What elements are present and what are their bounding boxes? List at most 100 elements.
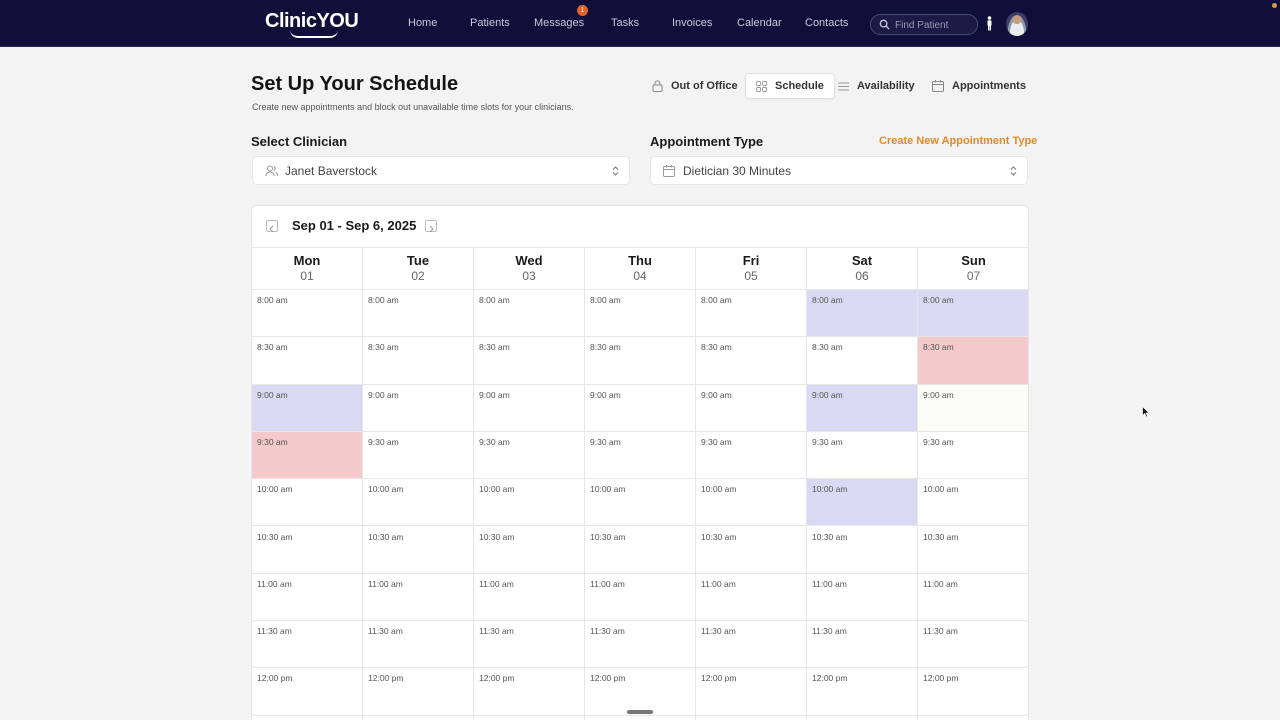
time-slot[interactable]: 8:00 am [474,290,585,338]
prev-week-button[interactable] [266,220,278,233]
nav-contacts[interactable]: Contacts [805,17,849,29]
time-slot[interactable]: 9:00 am [696,384,807,432]
user-avatar[interactable] [1006,12,1028,36]
time-slot[interactable]: 11:30 am [918,621,1028,669]
time-slot[interactable]: 12:00 pm [918,668,1028,716]
nav-home[interactable]: Home [408,17,438,29]
time-slot[interactable]: 8:30 am [474,337,585,385]
time-slot[interactable] [585,715,696,720]
time-slot[interactable]: 8:30 am [252,337,363,385]
tab-out-of-office[interactable]: Out of Office [652,73,738,99]
appointment-type-select[interactable]: Dietician 30 Minutes [650,156,1028,185]
time-slot[interactable]: 10:30 am [363,526,474,574]
time-slot[interactable]: 10:30 am [918,527,1028,574]
time-slot[interactable]: 12:00 pm [252,668,363,716]
time-slot[interactable]: 11:00 am [252,573,363,622]
nav-messages[interactable]: Messages [534,17,585,29]
time-slot[interactable] [807,715,918,720]
time-slot[interactable]: 9:00 am [474,384,585,432]
time-slot[interactable]: 12:00 pm [474,668,585,716]
nav-invoices[interactable]: Invoices [672,17,713,29]
person-icon[interactable] [985,16,994,31]
time-slot[interactable]: 10:00 am [252,479,363,527]
time-slot[interactable]: 9:30 am [585,431,696,480]
time-slot[interactable]: 10:00 am [807,479,918,527]
time-slot[interactable]: 12:00 pm [807,668,918,716]
tab-availability[interactable]: Availability [838,73,915,99]
time-slot[interactable]: 12:00 pm [696,668,807,716]
time-slot[interactable]: 10:30 am [474,526,585,574]
time-slot[interactable]: 10:30 am [585,526,696,574]
time-slot[interactable]: 11:30 am [363,621,474,669]
nav-calendar[interactable]: Calendar [737,17,782,29]
time-slot[interactable]: 9:30 am [363,431,474,480]
time-slot[interactable]: 11:00 am [474,573,585,622]
clinicyou-logo[interactable]: ClinicYOU [265,10,359,32]
time-slot[interactable]: 8:30 am [807,337,918,385]
create-appointment-type-link[interactable]: Create New Appointment Type [879,135,1038,147]
time-slot[interactable]: 9:30 am [807,431,918,480]
time-slot[interactable] [252,715,363,720]
time-slot[interactable]: 9:00 am [585,384,696,432]
time-slot[interactable]: 9:00 am [252,384,363,432]
time-slot[interactable]: 9:00 am [363,384,474,432]
time-slot[interactable]: 10:00 am [696,479,807,527]
time-slot[interactable]: 10:00 am [474,479,585,527]
time-slot[interactable]: 10:00 am [918,479,1028,527]
time-slot[interactable]: 11:00 am [918,574,1028,622]
time-slot[interactable]: 12:00 pm [585,668,696,716]
time-slot[interactable]: 8:00 am [696,290,807,338]
time-slot[interactable]: 11:00 am [363,573,474,622]
time-slot[interactable]: 11:00 am [807,573,918,622]
time-slot[interactable]: 11:30 am [252,621,363,669]
time-slot[interactable]: 10:00 am [585,479,696,527]
time-slot[interactable]: 8:00 am [585,290,696,338]
time-slot[interactable]: 9:30 am [474,431,585,480]
time-slot-label: 8:00 am [257,295,288,305]
time-slot[interactable]: 9:30 am [696,431,807,480]
time-slot[interactable]: 8:30 am [363,337,474,385]
find-patient-input[interactable] [895,17,973,33]
time-slot[interactable] [918,716,1028,720]
time-slot[interactable]: 10:30 am [807,526,918,574]
time-slot[interactable]: 10:30 am [252,526,363,574]
tab-appointments[interactable]: Appointments [932,73,1026,99]
horizontal-scrollbar-thumb[interactable] [627,710,653,714]
next-week-button[interactable] [425,220,437,233]
time-slot[interactable]: 8:30 am [696,337,807,385]
time-slot[interactable] [363,715,474,720]
nav-patients[interactable]: Patients [470,17,510,29]
clinician-select[interactable]: Janet Baverstock [252,156,630,185]
time-slot[interactable]: 8:00 am [807,290,918,338]
time-slot[interactable]: 9:00 am [918,384,1028,432]
day-name: Sun [961,253,986,268]
time-slot[interactable]: 11:00 am [585,573,696,622]
time-slot-label: 9:00 am [701,389,732,400]
time-slot[interactable]: 9:00 am [807,384,918,432]
time-slot[interactable]: 8:30 am [585,337,696,385]
time-slot[interactable]: 9:30 am [252,431,363,480]
nav-tasks[interactable]: Tasks [611,17,640,29]
time-slot[interactable]: 10:00 am [363,479,474,527]
time-slot[interactable]: 10:30 am [696,526,807,574]
time-slot[interactable]: 9:30 am [918,432,1028,480]
page-title: Set Up Your Schedule [251,73,459,95]
day-number: 06 [855,269,869,283]
find-patient-search[interactable] [870,14,978,35]
time-slot[interactable]: 8:00 am [252,290,363,338]
time-slot[interactable]: 12:00 pm [363,668,474,716]
time-slot[interactable]: 11:30 am [585,621,696,669]
time-slot[interactable]: 11:30 am [807,621,918,669]
time-slot[interactable]: 8:00 am [363,290,474,338]
time-slot[interactable] [696,715,807,720]
time-slot[interactable] [474,715,585,720]
tab-schedule[interactable]: Schedule [745,73,835,99]
time-slot[interactable]: 8:30 am [918,337,1028,385]
day-name: Thu [628,253,652,268]
day-name: Tue [406,253,430,268]
time-slot[interactable]: 11:30 am [474,621,585,669]
time-slot[interactable]: 11:00 am [696,573,807,622]
time-slot[interactable]: 8:00 am [918,290,1028,338]
tab-appointments-label: Appointments [952,80,1026,92]
time-slot[interactable]: 11:30 am [696,621,807,669]
